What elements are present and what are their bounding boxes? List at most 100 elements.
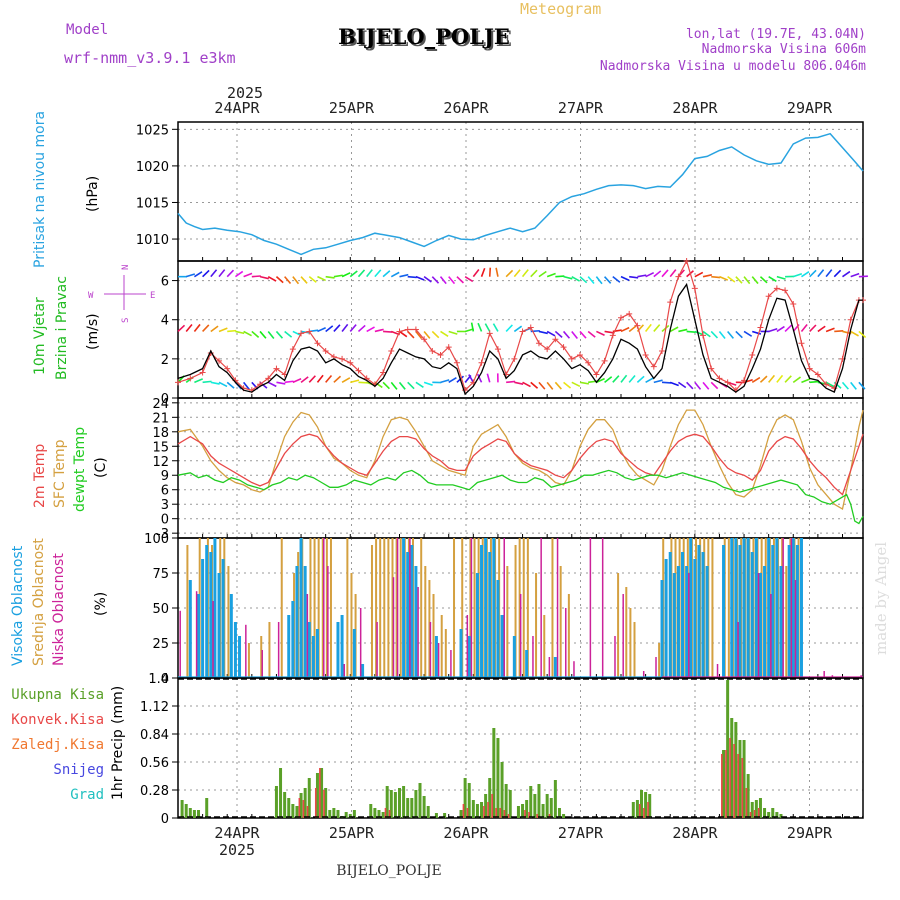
bottom-date-labels: 24APR 25APR 26APR 27APR 28APR 29APR [214,824,833,842]
wind-direction-arrow [841,381,849,390]
wind-direction-arrow [505,269,514,278]
station-title-shadow: BIJELO_POLJE [340,26,512,51]
temp-label-2m: 2m Temp [32,444,48,508]
wind-gust-marker [724,379,731,386]
top-date-label: 24APR [214,99,260,117]
wind-direction-arrow [341,377,351,384]
pressure-frame [177,121,864,262]
wind-gust-marker [560,344,567,351]
legend-hail: Grad [70,787,104,803]
wind-direction-arrow [472,269,480,278]
wind-direction-arrow [809,380,819,384]
cloud-unit: (%) [93,592,109,616]
precip-total-bar [180,800,184,818]
wind-direction-arrow [431,330,440,339]
wind-direction-arrow [620,374,628,383]
wind-direction-arrow [448,276,456,285]
wind-direction-arrow [423,276,432,283]
precip-total-bar [562,814,566,818]
wind-direction-arrow [333,324,341,332]
wind-direction-arrow [571,330,578,340]
wind-direction-arrow [505,324,513,333]
wind-gust-marker [667,299,674,306]
y-tick-label: 1.4 [148,672,169,687]
wind-direction-arrow [218,269,226,278]
y-tick-label: 0 [161,672,169,687]
wind-direction-legend: W E N S [88,265,155,323]
wind-direction-arrow [629,275,639,279]
wind-gust-marker [404,326,411,333]
wind-direction-arrow [333,274,343,278]
y-tick-label: 1025 [136,123,169,138]
dir-e: E [150,291,155,301]
temp-label-dewpt: dewpt Temp [72,427,88,512]
wind-direction-arrow [776,374,784,383]
wind-gust-marker [576,351,583,358]
precip-total-bar [746,774,750,818]
wind-direction-arrow [210,269,218,278]
wind-gust-marker [716,375,723,382]
wind-gust-marker [650,363,657,370]
sfc-temp-line [177,409,864,511]
wind-direction-arrow [784,324,793,333]
wind-direction-arrow [800,323,808,332]
precip-total-bar [775,812,779,818]
temp-unit: (C) [93,457,109,478]
wind-direction-arrow [440,330,449,337]
y-tick-label: 0 [161,513,169,528]
bottom-date-label: 26APR [443,824,489,842]
wind-direction-arrow [628,374,636,383]
precip-total-bar [303,788,307,818]
wind-direction-arrow [554,381,562,390]
precip-total-bar [369,804,373,818]
wind-gust-marker [527,324,534,331]
precip-total-bar [754,800,758,818]
wind-direction-arrow [390,381,398,390]
wind-direction-arrow [702,330,711,338]
precip-conv-bar [507,814,510,818]
precip-total-bar [352,810,356,818]
wind-direction-arrow [694,271,704,278]
wind-direction-arrow [644,323,652,332]
wind-gust-marker [265,375,272,382]
wind-direction-arrow [694,330,704,336]
precip-total-bar [205,798,209,818]
wind-gust-marker [421,336,428,343]
precip-conv-bar [314,788,317,818]
pressure-line [177,132,864,256]
wind-direction-arrow [645,377,654,384]
wind-direction-arrow [604,376,613,383]
wind-direction-arrow [711,275,721,279]
wind-direction-arrow [407,381,415,390]
precip-total-bar [758,798,762,818]
wind-direction-arrow [226,381,235,389]
precip-total-bar [648,794,652,818]
wind-direction-arrow [571,275,580,282]
wind-direction-arrow [325,374,333,383]
precip-conv-bar [737,754,740,818]
precip-total-bar [188,808,192,818]
wind-gust-marker [355,367,362,374]
wind-direction-arrow [825,269,833,278]
wind-direction-arrow [399,330,408,338]
wind-direction-arrow [234,270,244,278]
wind-direction-arrow [801,271,810,278]
precip-conv-bar [741,758,744,818]
precip-conv-bar [483,806,485,818]
wind-direction-arrow [686,330,696,333]
y-tick-label: 1.12 [140,700,169,715]
wind-direction-arrow [423,330,431,339]
wind-direction-arrow [735,276,743,284]
wind-direction-arrow [686,381,694,390]
wind-direction-arrow [743,330,753,337]
wind-direction-arrow [850,272,860,278]
precip-total-bar [418,783,422,818]
wind-direction-arrow [653,379,663,384]
wind-direction-arrow [719,275,729,281]
wind-direction-arrow [193,323,201,332]
wind-direction-arrow [596,377,605,384]
wind-label-2: Brzina i Pravac [54,276,70,380]
wind-direction-arrow [202,380,212,384]
wind-direction-arrow [636,375,645,383]
